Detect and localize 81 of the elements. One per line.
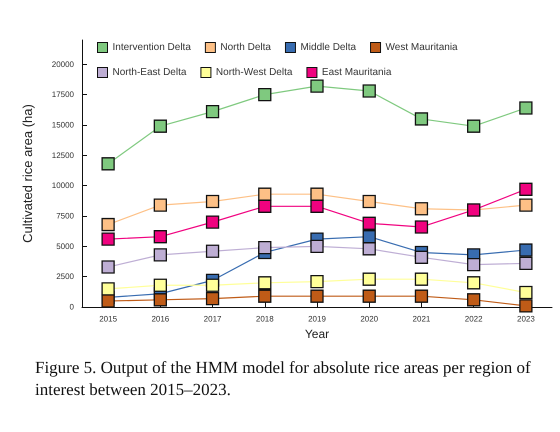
y-tick-label: 15000: [52, 120, 75, 130]
point: [258, 240, 272, 254]
point: [154, 120, 167, 133]
point: [414, 202, 428, 216]
point: [101, 294, 115, 308]
point: [206, 278, 220, 292]
legend-label: Middle Delta: [300, 42, 356, 53]
x-tick-label: 2023: [516, 314, 536, 324]
point: [154, 198, 167, 212]
point: [310, 200, 324, 213]
caption: Figure 5. Output of the HMM model for absolute rice areas per region of interest between 2015–2023.: [35, 357, 532, 401]
x-tick-label: 2015: [99, 314, 118, 324]
point: [206, 104, 220, 118]
x-tick-label: 2021: [412, 314, 431, 324]
point: [101, 157, 115, 170]
point: [467, 120, 480, 133]
legend-label: North Delta: [220, 42, 272, 53]
point: [258, 88, 272, 102]
legend-label: North-East Delta: [112, 67, 187, 78]
point: [519, 101, 533, 115]
point: [519, 286, 533, 300]
x-tick-label: 2019: [308, 314, 326, 324]
point: [154, 230, 167, 244]
point: [414, 250, 428, 264]
point: [258, 290, 272, 303]
point: [206, 215, 220, 229]
point: [362, 84, 376, 98]
point: [258, 188, 272, 201]
point: [310, 79, 324, 93]
y-tick-label: 12500: [52, 150, 75, 160]
point: [414, 290, 428, 303]
point: [362, 216, 376, 230]
point: [519, 256, 533, 270]
point: [362, 242, 376, 256]
point: [467, 276, 480, 290]
point: [362, 290, 376, 303]
y-tick-label: 20000: [52, 60, 75, 69]
x-tick-label: 2020: [360, 314, 379, 324]
y-tick-label: 5000: [56, 242, 75, 251]
point: [206, 292, 220, 306]
y-tick-label: 17500: [52, 90, 75, 100]
y-tick-label: 0: [70, 302, 75, 312]
point: [519, 182, 533, 196]
point: [467, 293, 480, 306]
point: [519, 243, 533, 257]
x-axis-title: Year: [304, 327, 330, 341]
y-tick-label: 10000: [52, 181, 75, 190]
point: [519, 198, 533, 212]
point: [258, 276, 272, 290]
point: [362, 272, 376, 286]
point: [154, 293, 167, 306]
point: [101, 260, 115, 274]
x-tick-label: 2018: [256, 314, 274, 324]
x-tick-label: 2022: [464, 314, 484, 324]
point: [101, 232, 115, 246]
point: [154, 248, 167, 262]
legend-label: West Mauritania: [386, 42, 458, 53]
point: [206, 194, 220, 208]
point: [310, 274, 324, 288]
point: [414, 112, 428, 126]
legend-label: East Mauritania: [322, 67, 392, 78]
x-tick-label: 2016: [151, 314, 170, 324]
point: [362, 230, 376, 244]
point: [258, 200, 272, 213]
point: [362, 194, 376, 208]
y-axis-title: Cultivated rice area (ha): [20, 104, 35, 243]
point: [414, 272, 428, 286]
y-tick-label: 7500: [56, 212, 75, 221]
point: [206, 244, 220, 258]
point: [101, 282, 115, 296]
point: [101, 218, 115, 232]
x-tick-label: 2017: [204, 314, 222, 324]
point: [519, 299, 533, 313]
y-tick-label: 2500: [56, 272, 75, 282]
point: [310, 240, 324, 254]
point: [414, 220, 428, 234]
legend-label: North-West Delta: [216, 67, 293, 78]
point: [467, 258, 480, 272]
point: [154, 278, 167, 292]
legend-label: Intervention Delta: [112, 42, 192, 53]
point: [310, 290, 324, 303]
